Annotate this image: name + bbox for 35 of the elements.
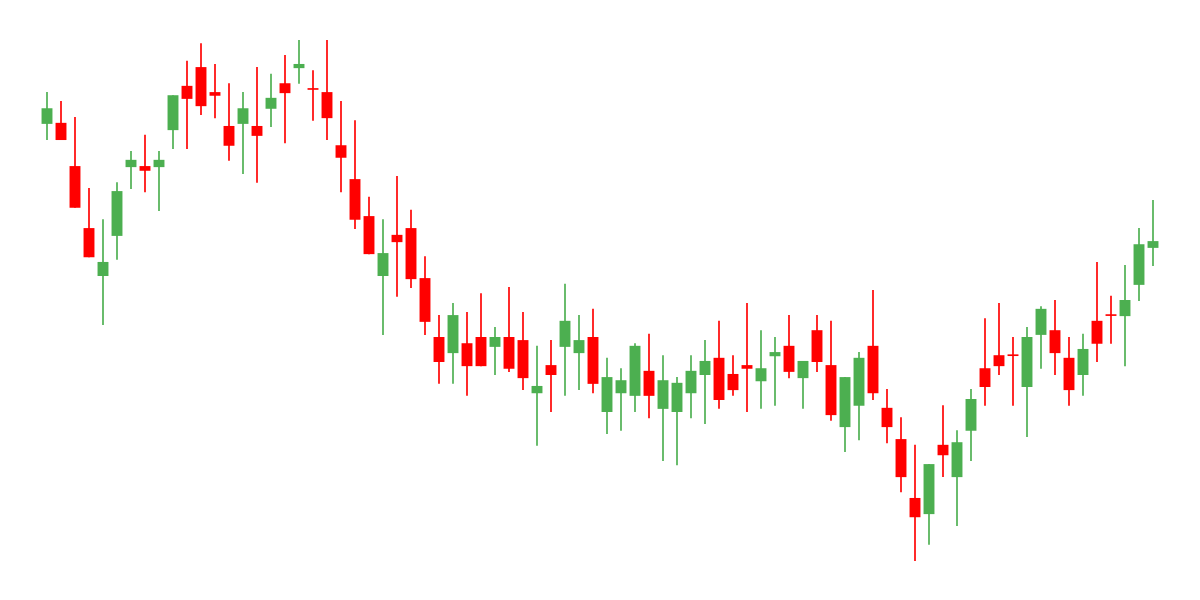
candlestick: [615, 367, 627, 432]
candlestick: [573, 314, 585, 391]
candlestick: [1119, 264, 1131, 367]
candlestick: [1006, 336, 1020, 407]
candlestick: [797, 360, 809, 410]
candlestick: [1049, 299, 1061, 376]
candlestick: [306, 69, 320, 122]
candlestick: [489, 326, 501, 376]
candlestick: [1104, 294, 1118, 345]
candlestick: [237, 91, 249, 175]
candlestick: [181, 60, 193, 150]
candlestick: [755, 329, 767, 410]
candlestick: [993, 302, 1005, 376]
candlestick: [55, 100, 67, 141]
candlestick: [279, 54, 291, 144]
candlestick: [377, 218, 389, 336]
candlestick: [909, 443, 921, 561]
candlestick: [1147, 199, 1159, 267]
candlestick: [41, 91, 53, 141]
candlestick: [97, 218, 109, 326]
candlestick: [979, 317, 991, 407]
candlestick: [545, 339, 557, 413]
candlestick: [1091, 261, 1103, 363]
candlestick: [461, 311, 473, 397]
candlestick: [139, 133, 151, 193]
candlestick: [699, 339, 711, 425]
candlestick: [685, 354, 697, 420]
candlestick: [335, 100, 347, 193]
candlestick: [741, 302, 753, 413]
candlestick: [881, 388, 893, 445]
candlestick: [727, 354, 739, 397]
candlestick: [251, 66, 263, 184]
candlestick: [223, 82, 235, 162]
candlestick: [265, 73, 277, 128]
candlestick: [209, 63, 221, 119]
